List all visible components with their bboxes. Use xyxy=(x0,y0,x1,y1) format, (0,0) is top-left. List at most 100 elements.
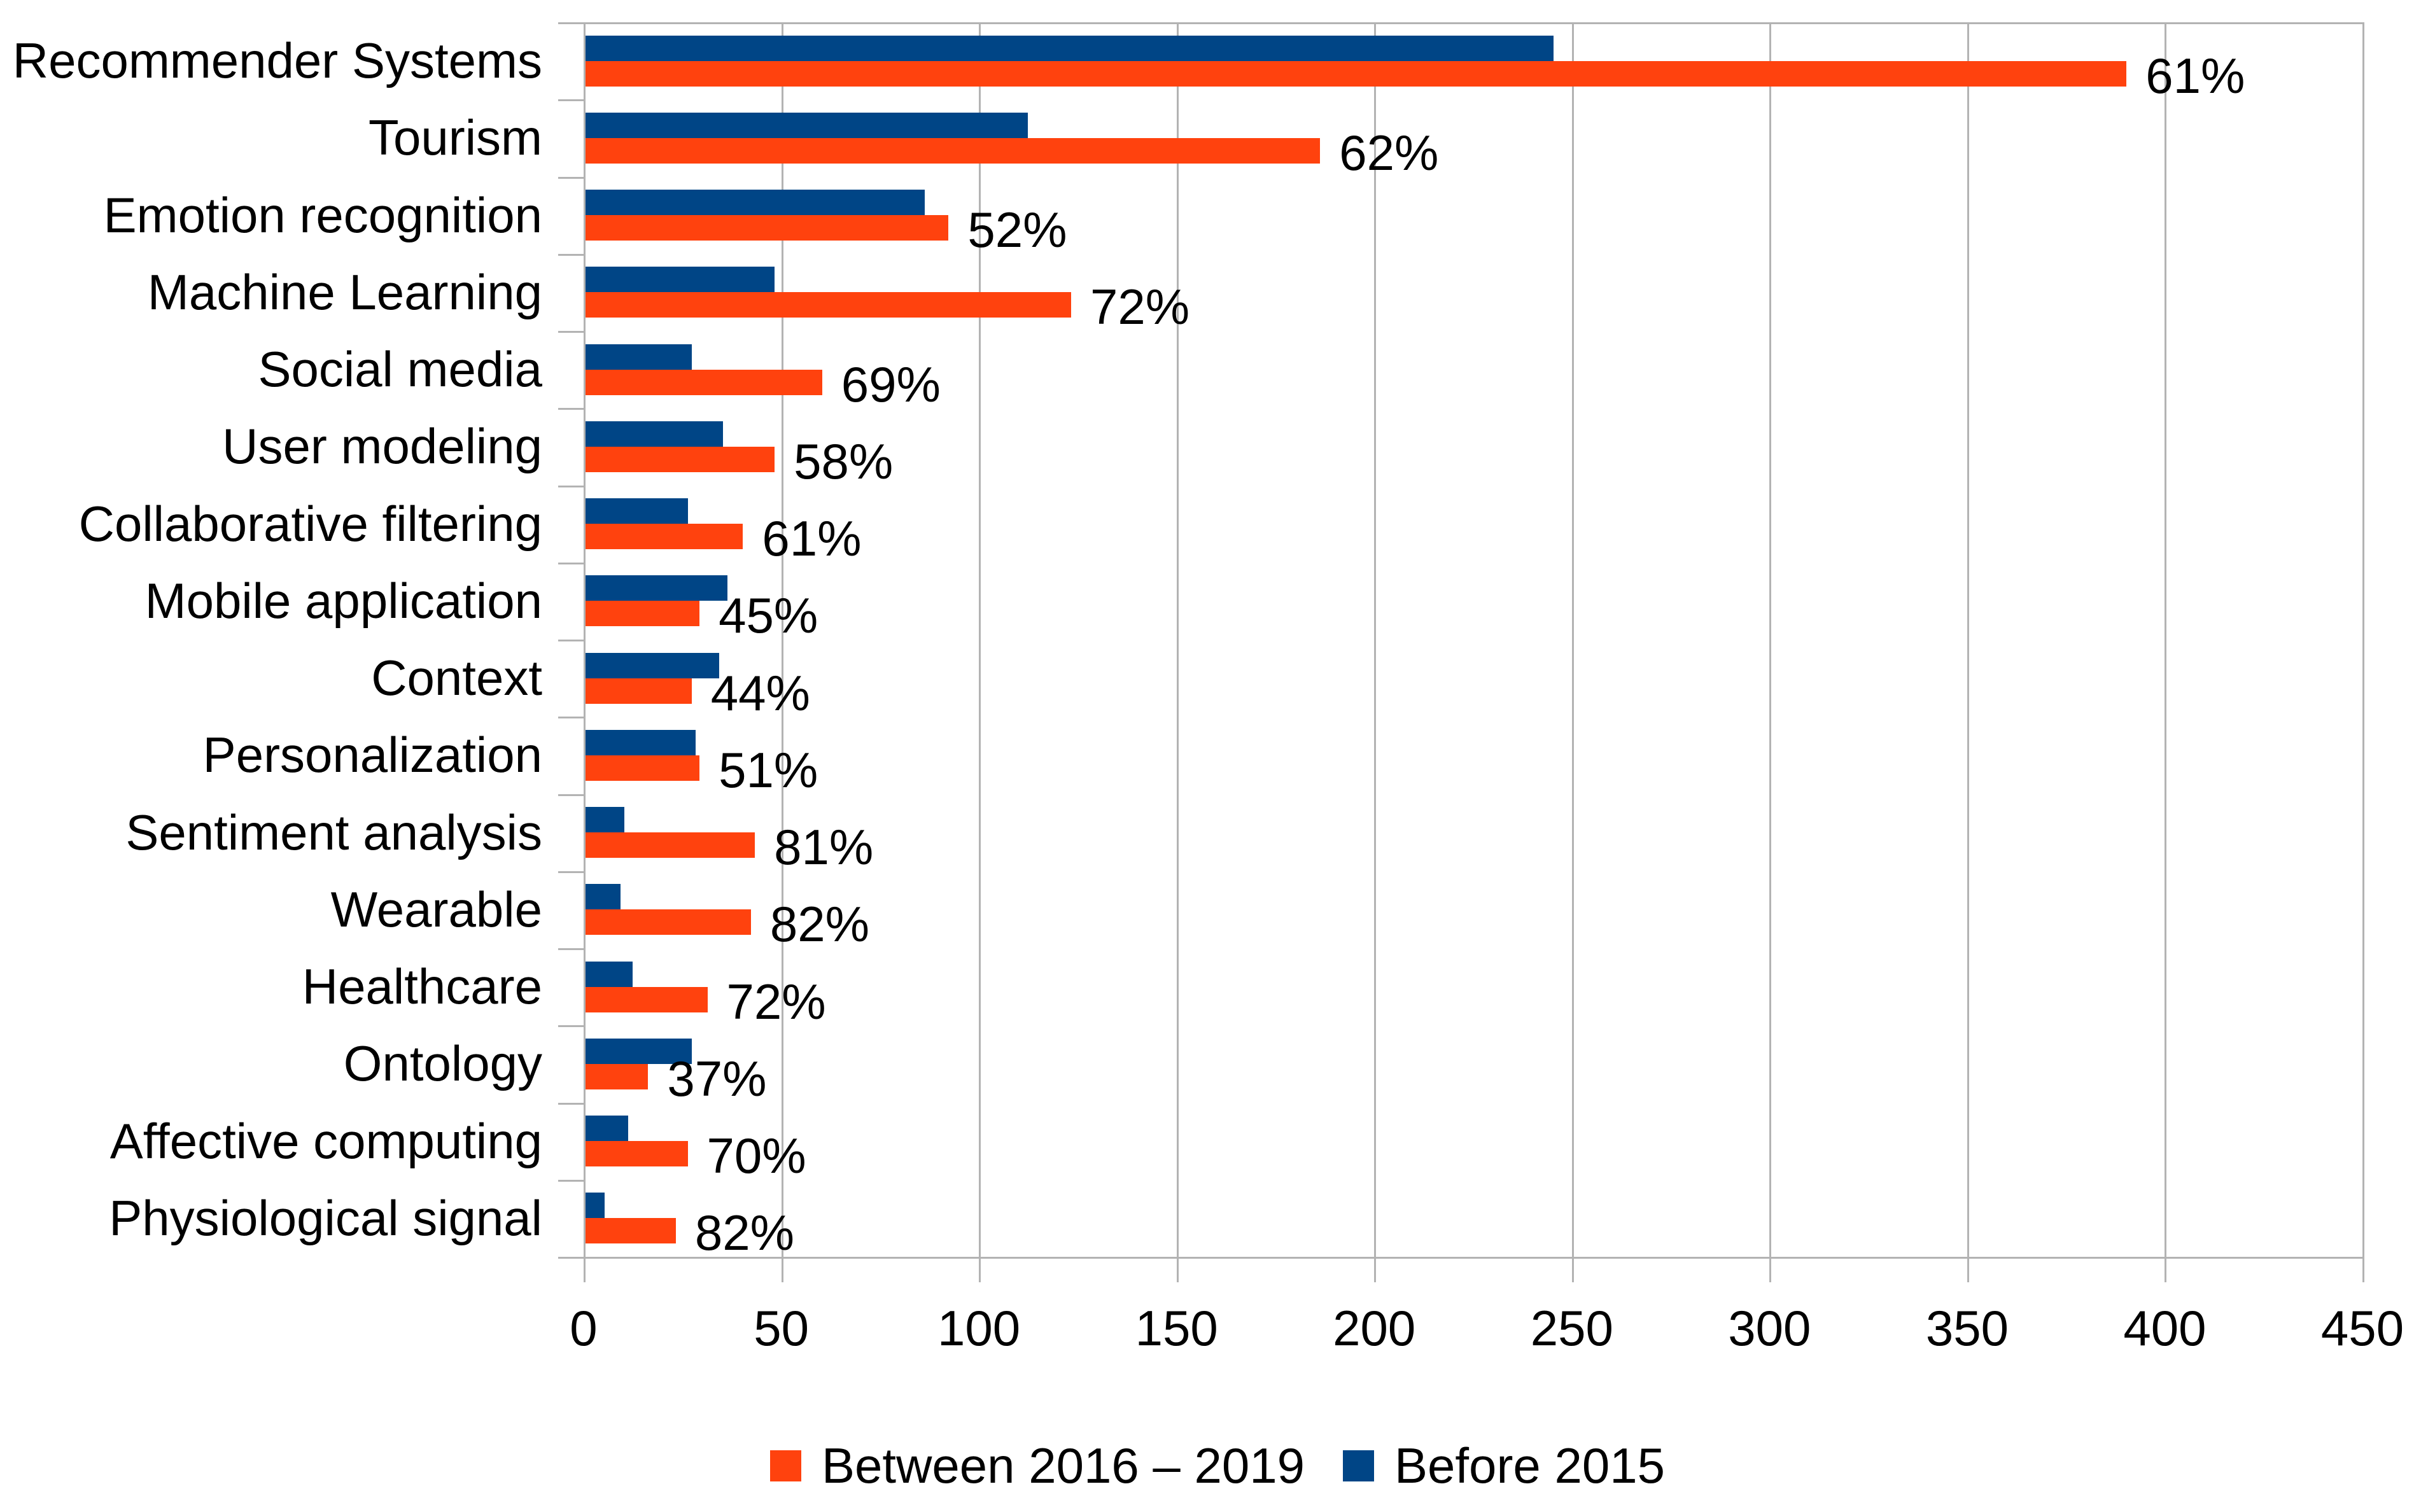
bar-between-2016-2019 xyxy=(585,909,751,935)
bar-between-2016-2019 xyxy=(585,1141,688,1167)
bar-before-2015 xyxy=(585,884,621,910)
x-axis-label-200: 200 xyxy=(1333,1300,1416,1356)
bar-before-2015 xyxy=(585,190,925,216)
percentage-data-label: 69% xyxy=(841,356,941,412)
bar-before-2015 xyxy=(585,961,633,987)
bar-before-2015 xyxy=(585,267,775,293)
percentage-data-label: 82% xyxy=(694,1205,795,1261)
vertical-gridline-250 xyxy=(1571,22,1574,1257)
legend-swatch-blue xyxy=(1342,1450,1374,1481)
category-label: Physiological signal xyxy=(109,1189,542,1246)
bar-between-2016-2019 xyxy=(585,755,700,781)
y-axis-tick xyxy=(558,253,584,256)
bar-before-2015 xyxy=(585,575,727,601)
percentage-data-label: 72% xyxy=(1090,279,1190,335)
vertical-gridline-450 xyxy=(2362,22,2364,1257)
y-axis-tick xyxy=(558,408,584,410)
bar-before-2015 xyxy=(585,729,696,755)
percentage-data-label: 81% xyxy=(774,819,874,876)
legend-item-between-2016-2019: Between 2016 – 2019 xyxy=(770,1437,1305,1495)
category-label: Emotion recognition xyxy=(103,186,542,243)
bar-before-2015 xyxy=(585,498,688,524)
legend-item-before-2015: Before 2015 xyxy=(1342,1437,1665,1495)
x-axis-label-300: 300 xyxy=(1728,1300,1811,1356)
legend: Between 2016 – 2019 Before 2015 xyxy=(0,1437,2435,1495)
percentage-data-label: 44% xyxy=(710,664,810,721)
x-axis-tick-400 xyxy=(2165,1257,2167,1282)
category-label: Sentiment analysis xyxy=(125,804,542,860)
x-axis-tick-0 xyxy=(584,1257,586,1282)
x-axis-tick-50 xyxy=(781,1257,783,1282)
y-axis-tick xyxy=(558,562,584,564)
x-axis-label-50: 50 xyxy=(754,1300,809,1356)
bar-before-2015 xyxy=(585,652,720,678)
vertical-gridline-350 xyxy=(1967,22,1969,1257)
category-label: Affective computing xyxy=(109,1112,542,1169)
bar-before-2015 xyxy=(585,807,625,833)
y-axis-line xyxy=(584,22,586,1257)
plot-top-border xyxy=(558,22,2362,24)
percentage-data-label: 51% xyxy=(719,742,818,799)
bar-before-2015 xyxy=(585,35,1554,61)
y-axis-tick xyxy=(558,1102,584,1105)
bar-between-2016-2019 xyxy=(585,524,743,550)
percentage-data-label: 37% xyxy=(667,1051,767,1107)
y-axis-tick xyxy=(558,22,584,24)
x-axis-label-450: 450 xyxy=(2320,1300,2404,1356)
category-label: Recommender Systems xyxy=(12,32,542,88)
percentage-data-label: 70% xyxy=(706,1128,806,1184)
percentage-data-label: 58% xyxy=(794,433,894,490)
x-axis-tick-300 xyxy=(1769,1257,1772,1282)
bar-between-2016-2019 xyxy=(585,215,949,241)
vertical-gridline-400 xyxy=(2165,22,2167,1257)
y-axis-tick xyxy=(558,871,584,873)
bar-between-2016-2019 xyxy=(585,832,755,858)
percentage-data-label: 61% xyxy=(2145,47,2245,104)
category-label: Wearable xyxy=(330,881,542,937)
bar-between-2016-2019 xyxy=(585,986,708,1012)
bar-before-2015 xyxy=(585,112,1028,138)
y-axis-tick xyxy=(558,1179,584,1182)
bar-before-2015 xyxy=(585,344,692,370)
bar-between-2016-2019 xyxy=(585,292,1071,318)
y-axis-tick xyxy=(558,640,584,641)
percentage-data-label: 62% xyxy=(1339,125,1439,181)
y-axis-tick xyxy=(558,1257,584,1259)
x-axis-label-250: 250 xyxy=(1530,1300,1613,1356)
x-axis-label-400: 400 xyxy=(2123,1300,2207,1356)
category-label: User modeling xyxy=(222,418,542,475)
y-axis-tick xyxy=(558,176,584,179)
vertical-gridline-100 xyxy=(979,22,981,1257)
x-axis-label-100: 100 xyxy=(937,1300,1021,1356)
percentage-data-label: 72% xyxy=(726,973,826,1030)
y-axis-tick xyxy=(558,331,584,333)
x-axis-tick-250 xyxy=(1571,1257,1574,1282)
y-axis-tick xyxy=(558,794,584,796)
bar-before-2015 xyxy=(585,1193,605,1219)
category-label: Mobile application xyxy=(144,572,542,629)
y-axis-tick xyxy=(558,717,584,719)
category-label: Context xyxy=(371,650,542,706)
x-axis-label-350: 350 xyxy=(1925,1300,2009,1356)
bar-between-2016-2019 xyxy=(585,1063,649,1089)
x-axis-line xyxy=(558,1257,2362,1259)
vertical-gridline-200 xyxy=(1374,22,1377,1257)
x-axis-tick-350 xyxy=(1967,1257,1969,1282)
bar-before-2015 xyxy=(585,1038,692,1064)
x-axis-tick-150 xyxy=(1176,1257,1179,1282)
bar-between-2016-2019 xyxy=(585,137,1321,164)
legend-swatch-orange xyxy=(770,1450,801,1481)
y-axis-tick xyxy=(558,948,584,950)
category-label: Ontology xyxy=(343,1035,542,1092)
category-label: Personalization xyxy=(202,727,542,783)
vertical-gridline-150 xyxy=(1176,22,1179,1257)
y-axis-tick xyxy=(558,99,584,102)
percentage-data-label: 61% xyxy=(762,510,862,567)
vertical-gridline-50 xyxy=(781,22,783,1257)
category-label: Healthcare xyxy=(302,958,542,1014)
percentage-data-label: 82% xyxy=(769,896,870,953)
bar-between-2016-2019 xyxy=(585,678,692,704)
bar-between-2016-2019 xyxy=(585,1218,676,1244)
legend-label: Between 2016 – 2019 xyxy=(822,1438,1305,1494)
